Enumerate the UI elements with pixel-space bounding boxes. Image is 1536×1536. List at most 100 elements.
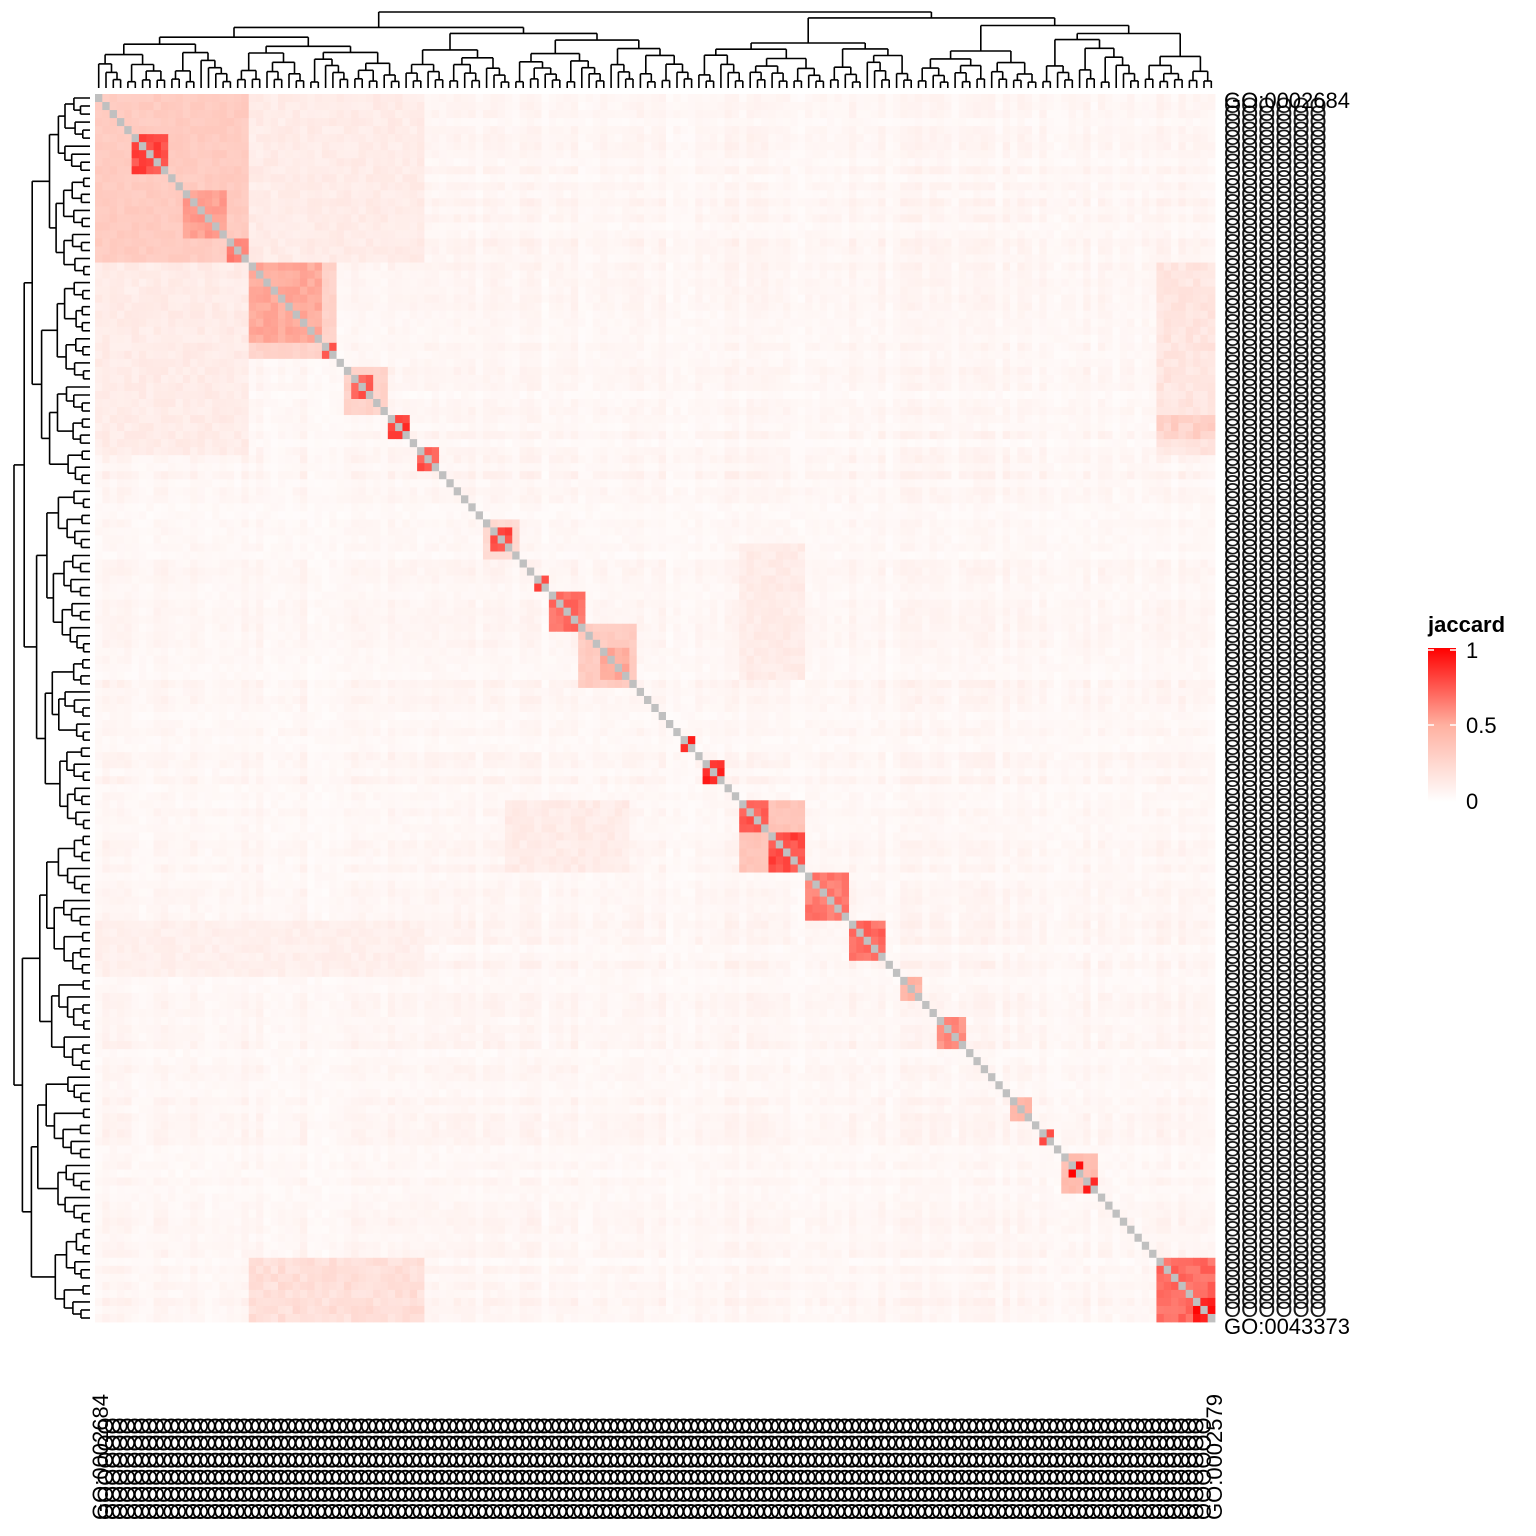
heatmap-cell <box>1141 254 1150 263</box>
heatmap-cell <box>343 110 352 119</box>
heatmap-cell <box>534 110 542 119</box>
heatmap-cell <box>790 174 799 183</box>
heatmap-cell <box>541 142 550 151</box>
heatmap-cell <box>819 294 828 304</box>
heatmap-cell <box>834 142 843 151</box>
heatmap-cell <box>409 190 418 199</box>
heatmap-cell <box>1017 238 1026 247</box>
heatmap-cell <box>570 206 579 215</box>
heatmap-cell <box>190 94 198 103</box>
heatmap-cell <box>241 230 250 239</box>
heatmap-cell <box>248 158 257 167</box>
heatmap-cell <box>980 286 989 296</box>
heatmap-cell <box>651 246 660 255</box>
heatmap-cell <box>1134 150 1143 159</box>
heatmap-cell <box>739 110 747 119</box>
heatmap-cell <box>709 230 718 239</box>
heatmap-cell <box>365 214 374 223</box>
heatmap-cell <box>226 262 235 271</box>
heatmap-cell <box>138 246 147 255</box>
heatmap-cell <box>922 206 930 215</box>
heatmap-cell <box>1156 286 1165 296</box>
heatmap-cell <box>343 230 352 239</box>
heatmap-cell <box>358 134 367 143</box>
heatmap-cell <box>658 190 667 199</box>
heatmap-cell <box>270 158 279 167</box>
heatmap-cell <box>812 294 821 304</box>
heatmap-cell <box>512 166 520 175</box>
heatmap-cell <box>790 222 799 231</box>
heatmap-cell <box>1185 206 1194 215</box>
heatmap-cell <box>365 94 374 103</box>
heatmap-cell <box>687 102 696 111</box>
heatmap-cell <box>1075 238 1084 247</box>
heatmap-cell <box>570 294 579 304</box>
heatmap-cell <box>1193 262 1201 271</box>
heatmap-cell <box>878 238 886 247</box>
heatmap-diagonal-cell <box>95 94 103 103</box>
heatmap-cell <box>819 286 828 296</box>
heatmap-cell <box>439 262 447 271</box>
heatmap-cell <box>622 174 630 183</box>
heatmap-cell <box>761 270 769 280</box>
heatmap-cell <box>1075 254 1084 263</box>
heatmap-cell <box>270 174 279 183</box>
heatmap-cell <box>578 182 586 191</box>
heatmap-cell <box>563 102 572 111</box>
heatmap-cell <box>358 94 367 103</box>
heatmap-cell <box>409 118 418 127</box>
heatmap-cell <box>321 294 330 304</box>
heatmap-cell <box>190 110 198 119</box>
heatmap-cell <box>490 166 499 175</box>
heatmap-cell <box>248 222 257 231</box>
heatmap-cell <box>673 222 682 231</box>
heatmap-cell <box>702 206 711 215</box>
heatmap-cell <box>131 190 140 199</box>
heatmap-cell <box>1068 222 1077 231</box>
heatmap-cell <box>146 158 154 167</box>
heatmap-cell <box>936 158 945 167</box>
heatmap-cell <box>870 294 879 304</box>
heatmap-cell <box>102 238 111 247</box>
heatmap-cell <box>1200 110 1209 119</box>
heatmap-cell <box>548 142 557 151</box>
heatmap-cell <box>585 94 594 103</box>
heatmap-cell <box>1185 110 1194 119</box>
heatmap-cell <box>395 142 403 151</box>
heatmap-cell <box>482 286 491 296</box>
heatmap-cell <box>834 182 843 191</box>
heatmap-cell <box>1024 222 1033 231</box>
heatmap-cell <box>856 302 865 312</box>
heatmap-cell <box>695 254 703 263</box>
heatmap-cell <box>365 294 374 304</box>
heatmap-cell <box>665 94 674 103</box>
heatmap-cell <box>556 278 564 288</box>
heatmap-cell <box>526 270 535 280</box>
heatmap-cell <box>402 294 411 304</box>
heatmap-cell <box>204 246 213 255</box>
heatmap-cell <box>482 102 491 111</box>
heatmap-cell <box>1141 118 1150 127</box>
heatmap-cell <box>102 262 111 271</box>
heatmap-cell <box>512 126 520 135</box>
heatmap-cell <box>285 270 294 280</box>
heatmap-cell <box>578 190 586 199</box>
heatmap-cell <box>1002 254 1011 263</box>
heatmap-cell <box>351 206 359 215</box>
heatmap-cell <box>1178 174 1187 183</box>
heatmap-cell <box>863 238 872 247</box>
heatmap-cell <box>153 142 162 151</box>
heatmap-cell <box>204 254 213 263</box>
heatmap-cell <box>512 294 520 304</box>
heatmap-cell <box>395 126 403 135</box>
heatmap-cell <box>358 238 367 247</box>
heatmap-cell <box>1156 214 1165 223</box>
heatmap-cell <box>160 142 169 151</box>
heatmap-cell <box>1024 174 1033 183</box>
heatmap-cell <box>219 118 228 127</box>
heatmap-cell <box>1075 230 1084 239</box>
heatmap-cell <box>519 166 528 175</box>
heatmap-cell <box>175 134 184 143</box>
heatmap-cell <box>761 246 769 255</box>
heatmap-cell <box>1200 222 1209 231</box>
